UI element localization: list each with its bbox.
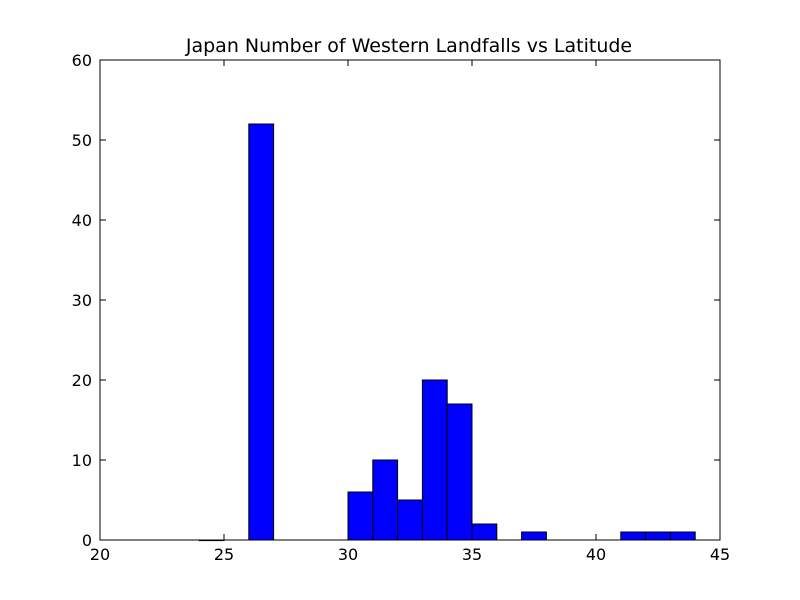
x-tick-label: 35 bbox=[462, 545, 482, 564]
histogram-bar bbox=[248, 123, 275, 541]
y-tick-label: 0 bbox=[82, 531, 92, 550]
histogram-bar bbox=[471, 523, 498, 541]
histogram-bar bbox=[645, 531, 671, 541]
histogram-bar bbox=[620, 531, 647, 541]
bars-group bbox=[198, 123, 696, 542]
tick-labels-group: 20 25 30 35 40 45 0 10 20 30 40 50 60 bbox=[72, 51, 731, 564]
y-tick-label: 50 bbox=[72, 131, 92, 150]
histogram-bar bbox=[669, 531, 696, 541]
y-tick-label: 20 bbox=[72, 371, 92, 390]
ticks-group bbox=[99, 59, 721, 541]
x-tick-label: 20 bbox=[90, 545, 110, 564]
plot-frame bbox=[99, 59, 721, 541]
histogram-bar bbox=[372, 459, 399, 541]
x-tick-label: 45 bbox=[710, 545, 730, 564]
y-tick-label: 60 bbox=[72, 51, 92, 70]
y-tick-label: 30 bbox=[72, 291, 92, 310]
y-tick-label: 40 bbox=[72, 211, 92, 230]
histogram-bar bbox=[521, 531, 547, 541]
y-tick-label: 10 bbox=[72, 451, 92, 470]
x-tick-label: 25 bbox=[214, 545, 234, 564]
histogram-bar bbox=[347, 491, 374, 541]
x-tick-label: 30 bbox=[338, 545, 358, 564]
histogram-bar bbox=[421, 379, 448, 541]
histogram-bar bbox=[397, 499, 423, 541]
chart-title: Japan Number of Western Landfalls vs Lat… bbox=[185, 35, 632, 57]
histogram-bar bbox=[446, 403, 473, 541]
x-tick-label: 40 bbox=[586, 545, 606, 564]
